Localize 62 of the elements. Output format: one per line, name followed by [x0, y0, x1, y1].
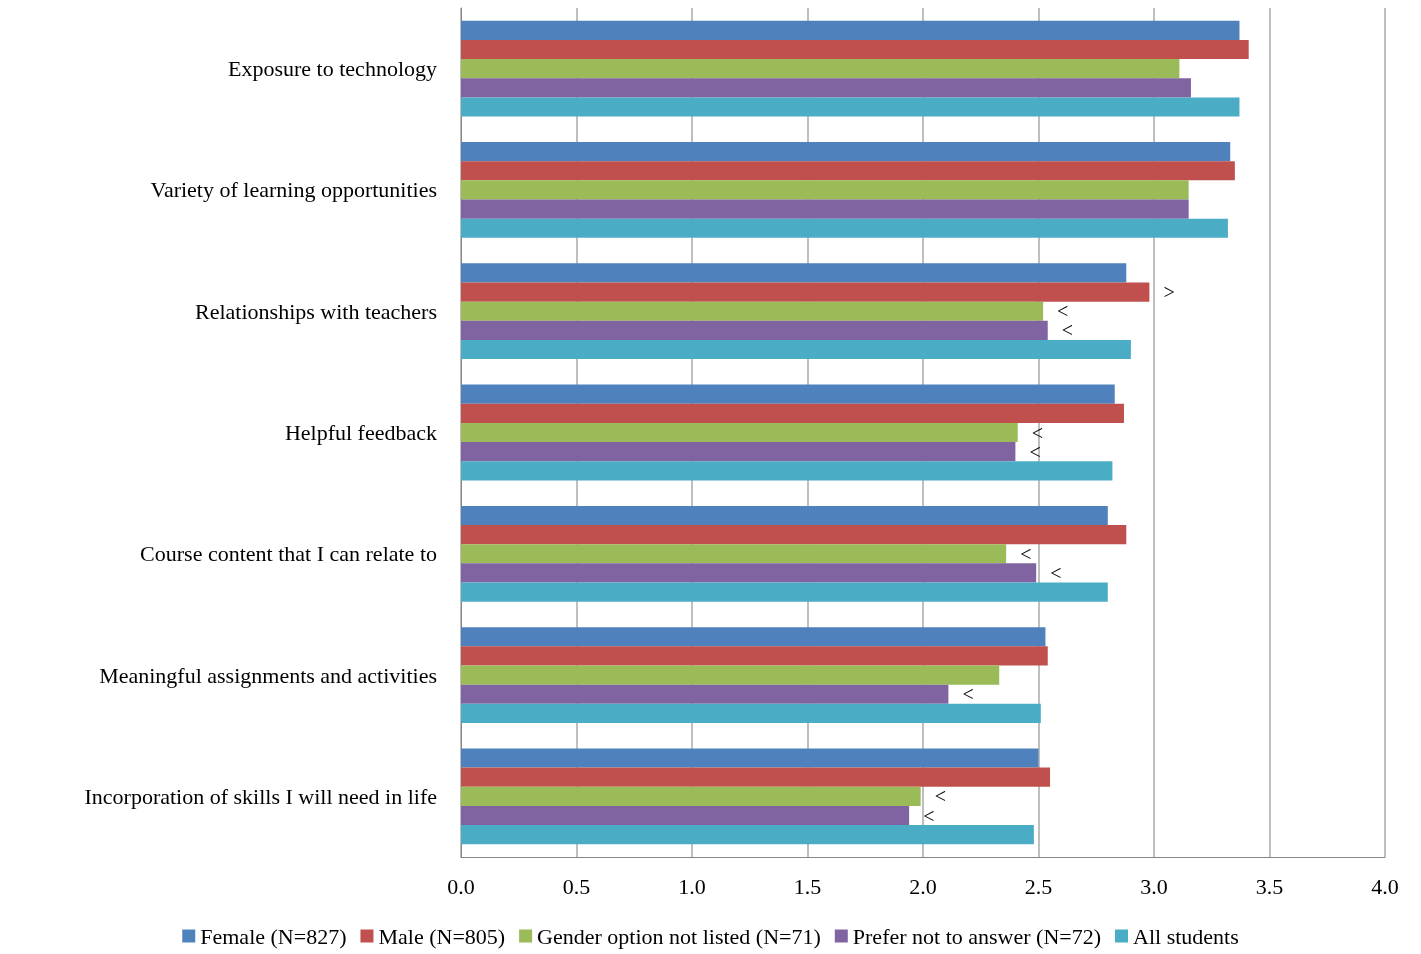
bar	[461, 218, 1228, 238]
x-tick-label: 0.5	[562, 873, 591, 899]
bar	[461, 684, 949, 704]
y-tick-label: Incorporation of skills I will need in life	[84, 783, 437, 809]
bar	[461, 180, 1189, 200]
bar	[461, 282, 1150, 302]
bar	[461, 384, 1115, 404]
bar	[461, 748, 1039, 768]
bar	[461, 703, 1041, 723]
bar	[461, 646, 1048, 666]
bar	[461, 97, 1240, 117]
bar	[461, 78, 1191, 98]
bar	[461, 442, 1016, 462]
bar	[461, 505, 1108, 526]
legend-label: Gender option not listed (N=71)	[537, 923, 821, 949]
bar	[461, 544, 1007, 564]
y-tick-label: Relationships with teachers	[195, 298, 437, 324]
x-tick-label: 4.0	[1371, 873, 1399, 899]
y-tick-label: Helpful feedback	[284, 420, 437, 445]
data-label: <	[923, 804, 935, 827]
bar	[461, 199, 1189, 219]
bar	[461, 563, 1037, 583]
bar	[461, 39, 1249, 60]
x-tick-label: 1.0	[678, 873, 706, 899]
data-label: >	[1163, 281, 1175, 304]
bar	[461, 301, 1044, 321]
x-tick-label: 2.5	[1024, 873, 1053, 899]
x-tick-label: 2.0	[909, 873, 937, 899]
bar	[461, 339, 1131, 360]
bar	[461, 627, 1046, 647]
x-tick-label: 3.5	[1255, 873, 1284, 899]
bar	[461, 403, 1124, 423]
data-label: <	[1020, 542, 1032, 565]
bar	[461, 767, 1051, 787]
bar	[461, 320, 1048, 340]
bar	[461, 525, 1127, 545]
bar	[461, 665, 1000, 685]
y-tick-label: Meaningful assignments and activities	[99, 662, 437, 688]
bar	[461, 263, 1127, 283]
bar	[461, 582, 1108, 602]
x-tick-label: 0.0	[447, 873, 475, 899]
legend-label: Male (N=805)	[378, 923, 506, 949]
data-label: <	[1050, 561, 1062, 584]
bar	[461, 461, 1113, 481]
y-tick-label: Course content that I can relate to	[140, 541, 437, 567]
bar	[461, 422, 1018, 443]
bar	[461, 825, 1034, 845]
legend-label: Female (N=827)	[200, 923, 347, 949]
bar	[461, 161, 1235, 181]
bar	[461, 59, 1180, 79]
data-label: <	[962, 683, 974, 706]
x-tick-label: 1.5	[793, 873, 822, 899]
legend-label: All students	[1133, 923, 1239, 949]
y-tick-label: Variety of learning opportunities	[150, 177, 437, 203]
x-tick-label: 3.0	[1140, 873, 1168, 899]
legend-label: Prefer not to answer (N=72)	[852, 923, 1102, 949]
data-label: <	[934, 785, 946, 808]
y-tick-label: Exposure to technology	[228, 56, 437, 82]
bar	[461, 805, 910, 826]
bar	[461, 20, 1240, 40]
bar	[461, 786, 921, 806]
bar	[461, 142, 1231, 162]
